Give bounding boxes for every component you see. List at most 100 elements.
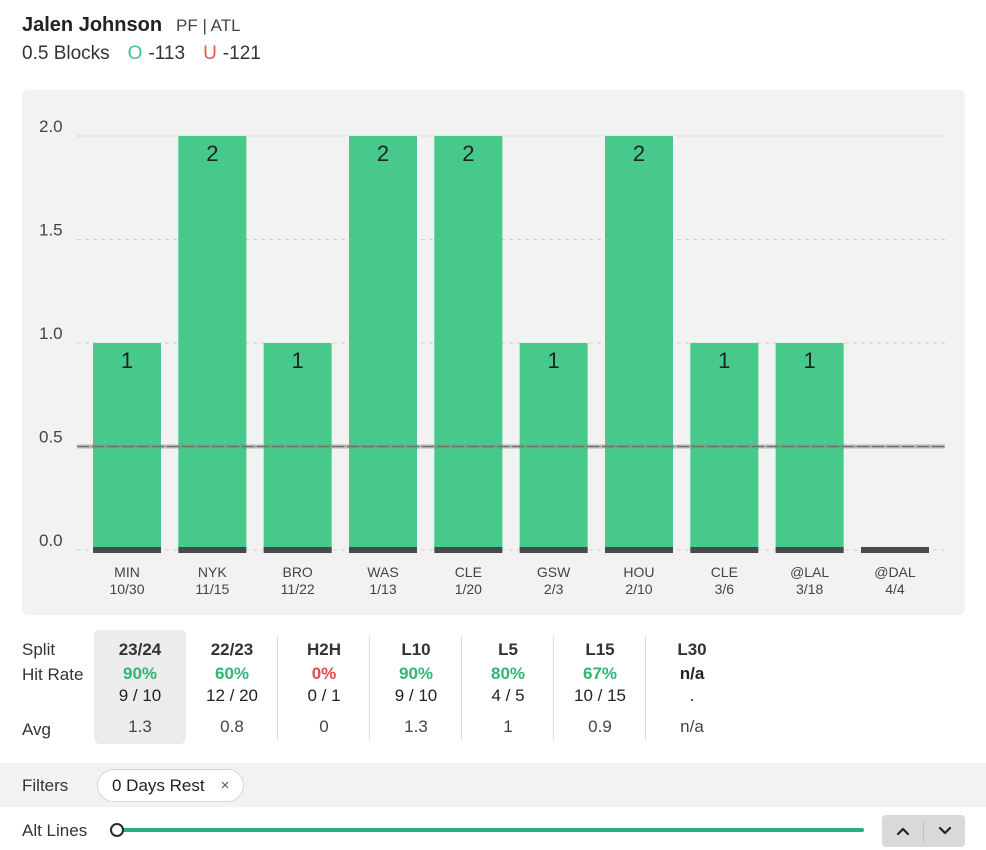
- y-tick-label: 1.0: [39, 324, 63, 343]
- hit-rate-pct: n/a: [679, 664, 705, 683]
- hit-rate-splits: Split Hit Rate Avg 23/24 90% 9 / 10 1.3 22/2…: [22, 630, 965, 745]
- avg-value: 0.9: [588, 717, 612, 736]
- under-odds[interactable]: U -121: [203, 43, 261, 65]
- y-tick-label: 2.0: [39, 117, 63, 136]
- bar-baseline: [348, 547, 417, 553]
- over-odds[interactable]: O -113: [128, 43, 185, 65]
- prop-line-label: 0.5 Blocks: [22, 43, 110, 64]
- avg-value: 0: [319, 717, 329, 736]
- hit-rate-pct: 67%: [582, 664, 618, 683]
- split-label: L10: [401, 640, 431, 659]
- y-tick-label: 1.5: [39, 221, 63, 240]
- over-symbol: O: [127, 43, 143, 64]
- game-log-chart: 0.0 0.5 1.0 1.5 2.0 1 MIN 10/30 2 NYK 11/15 1 BRO 11/…: [22, 90, 965, 615]
- alt-lines-stepper: [882, 815, 965, 847]
- x-tick-date: 11/15: [195, 581, 229, 597]
- close-icon[interactable]: ×: [220, 777, 230, 794]
- split-column-h2h[interactable]: H2H 0% 0 / 1 0: [278, 630, 370, 744]
- filters-bar: Filters 0 Days Rest ×: [0, 763, 986, 807]
- x-tick-date: 11/22: [281, 581, 315, 597]
- bar-baseline: [690, 547, 759, 553]
- filter-chip-label: 0 Days Rest: [112, 775, 205, 795]
- bar-data-label: 2: [206, 141, 218, 166]
- chevron-down-icon: [938, 826, 951, 835]
- split-column-l30[interactable]: L30 n/a. n/a: [646, 630, 738, 744]
- avg-value: 1: [503, 717, 513, 736]
- chevron-up-icon: [896, 827, 909, 836]
- split-label: 23/24: [118, 640, 162, 659]
- hit-rate-fraction: 0 / 1: [307, 686, 341, 705]
- hit-rate-pct: 80%: [490, 664, 526, 683]
- y-tick-label: 0.5: [39, 428, 63, 447]
- avg-value: 1.3: [128, 717, 152, 736]
- split-column-22-23[interactable]: 22/23 60% 12 / 20 0.8: [186, 630, 278, 744]
- x-tick-date: 1/13: [369, 581, 396, 597]
- y-tick-label: 0.0: [39, 531, 63, 550]
- step-down-button[interactable]: [924, 815, 965, 847]
- bar: [348, 136, 417, 550]
- bar: [178, 136, 247, 550]
- hit-rate-pct: 90%: [398, 664, 434, 683]
- x-tick-date: 3/18: [796, 581, 823, 597]
- x-tick-date: 1/20: [455, 581, 482, 597]
- x-tick-opponent: MIN: [114, 564, 140, 580]
- bar-data-label: 1: [718, 348, 730, 373]
- player-header: Jalen Johnson PF | ATL 0.5 Blocks O -113…: [22, 14, 261, 65]
- over-odds-value: -113: [148, 43, 186, 64]
- hit-rate-fraction: 4 / 5: [491, 686, 525, 705]
- split-column-23-24[interactable]: 23/24 90% 9 / 10 1.3: [94, 630, 186, 744]
- x-tick-opponent: NYK: [198, 564, 227, 580]
- bar-data-label: 1: [548, 348, 560, 373]
- bar-baseline: [860, 547, 929, 553]
- bar-baseline: [263, 547, 332, 553]
- avg-value: n/a: [680, 717, 704, 736]
- player-name: Jalen Johnson: [22, 14, 163, 36]
- alt-lines-row: Alt Lines: [0, 808, 986, 850]
- step-up-button[interactable]: [882, 815, 923, 847]
- split-column-l15[interactable]: L15 67% 10 / 15 0.9: [554, 630, 646, 744]
- alt-lines-slider-track[interactable]: [116, 828, 864, 832]
- hit-rate-row-label: Hit Rate: [22, 665, 84, 684]
- hit-rate-fraction: 9 / 10: [118, 686, 162, 705]
- filters-label: Filters: [22, 776, 69, 795]
- hit-rate-fraction: .: [689, 686, 695, 705]
- hit-rate-fraction: 9 / 10: [394, 686, 438, 705]
- split-column-l10[interactable]: L10 90% 9 / 10 1.3: [370, 630, 462, 744]
- bar-baseline: [434, 547, 503, 553]
- avg-row-label: Avg: [22, 720, 51, 739]
- x-tick-date: 3/6: [715, 581, 735, 597]
- bar-baseline: [775, 547, 844, 553]
- x-tick-opponent: WAS: [367, 564, 398, 580]
- hit-rate-pct: 90%: [122, 664, 158, 683]
- x-tick-opponent: CLE: [455, 564, 482, 580]
- bar-baseline: [178, 547, 247, 553]
- under-odds-value: -121: [222, 43, 261, 64]
- avg-value: 0.8: [220, 717, 244, 736]
- x-tick-opponent: CLE: [711, 564, 738, 580]
- alt-lines-slider-handle[interactable]: [110, 823, 124, 837]
- split-label: H2H: [306, 640, 341, 659]
- avg-value: 1.3: [404, 717, 428, 736]
- prop-line-row: 0.5 Blocks O -113 U -121: [22, 43, 261, 65]
- split-label: L30: [677, 640, 707, 659]
- bar-data-label: 2: [462, 141, 474, 166]
- x-tick-date: 10/30: [109, 581, 144, 597]
- x-tick-opponent: @LAL: [790, 564, 829, 580]
- hit-rate-pct: 0%: [311, 664, 337, 683]
- under-symbol: U: [203, 43, 217, 64]
- split-column-l5[interactable]: L5 80% 4 / 5 1: [462, 630, 554, 744]
- x-tick-date: 2/3: [544, 581, 564, 597]
- x-tick-opponent: @DAL: [874, 564, 916, 580]
- split-label: L15: [585, 640, 615, 659]
- split-label: L5: [498, 640, 518, 659]
- x-tick-opponent: BRO: [282, 564, 312, 580]
- bar: [604, 136, 673, 550]
- x-tick-date: 2/10: [625, 581, 652, 597]
- bar-data-label: 2: [633, 141, 645, 166]
- bar-data-label: 2: [377, 141, 389, 166]
- x-tick-date: 4/4: [885, 581, 905, 597]
- filter-chip-days-rest[interactable]: 0 Days Rest ×: [97, 769, 245, 802]
- split-row-label: Split: [22, 640, 56, 659]
- bar-baseline: [519, 547, 588, 553]
